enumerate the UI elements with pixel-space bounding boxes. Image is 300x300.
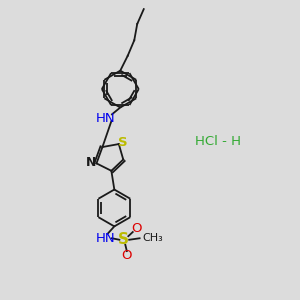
Text: S: S [118,232,129,247]
Text: HCl - H: HCl - H [195,135,242,148]
Text: N: N [86,156,97,169]
Text: CH₃: CH₃ [142,233,163,243]
Text: HN: HN [96,232,115,245]
Text: O: O [122,249,132,262]
Text: HN: HN [96,112,116,125]
Text: O: O [131,222,142,235]
Text: S: S [118,136,128,149]
